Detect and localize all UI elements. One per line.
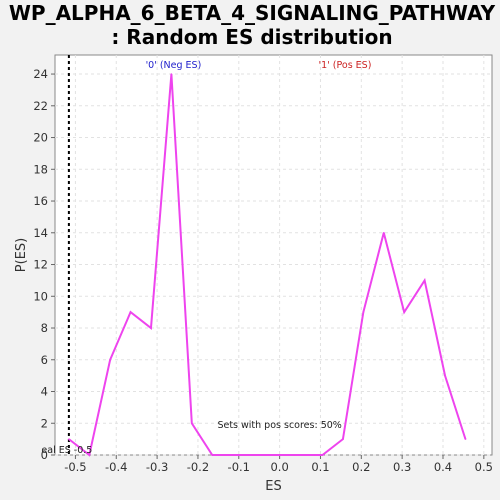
chart-title-line1: WP_ALPHA_6_BETA_4_SIGNALING_PATHWAY [9,1,496,25]
data-point [211,454,214,456]
y-tick-label: 20 [33,131,48,145]
y-tick-label: 6 [41,353,48,367]
y-tick-label: 10 [33,289,48,303]
neg-es-label: '0' (Neg ES) [146,60,202,71]
x-tick-label: -0.3 [146,460,168,474]
data-point [170,73,173,75]
data-point [129,311,132,313]
y-tick-label: 24 [33,67,48,81]
x-tick-label: 0.4 [434,460,452,474]
data-point [382,231,385,234]
data-point [150,327,152,329]
y-tick-label: 2 [41,416,48,430]
x-tick-label: 0.3 [393,460,411,474]
x-tick-label: -0.1 [228,460,250,474]
data-point [68,438,70,440]
x-tick-label: -0.4 [105,460,127,474]
data-point [423,279,426,282]
y-tick-label: 14 [33,226,48,240]
data-point [464,438,467,440]
data-point [231,454,234,456]
x-tick-label: 0.1 [311,460,329,474]
x-tick-label: -0.2 [187,460,209,474]
pos-scores-label: Sets with pos scores: 50% [217,420,341,431]
y-tick-label: 4 [41,385,48,399]
y-tick-label: 12 [33,258,48,272]
plot-area [54,54,493,456]
data-point [88,454,91,456]
pos-es-label: '1' (Pos ES) [319,60,372,71]
data-point [444,374,446,377]
x-tick-label: -0.5 [64,460,86,474]
x-tick-label: 0.5 [475,460,493,474]
data-point [272,454,275,456]
y-tick-label: 8 [41,321,48,335]
real-es-label: eal ES -0.5 [41,445,92,456]
y-axis-label: P(ES) [14,238,29,272]
grid [55,55,492,456]
y-tick-label: 18 [33,162,48,176]
x-axis-label: ES [265,479,281,494]
data-point [252,454,254,456]
data-point [362,311,365,313]
data-point [403,311,405,313]
x-tick-label: 0.2 [352,460,370,474]
data-point [191,422,193,425]
x-tick-label: 0.0 [270,460,288,474]
chart-title-line2: : Random ES distribution [111,25,392,49]
data-point [293,454,295,456]
data-point [342,438,344,440]
x-axis: -0.5 -0.4 -0.3 -0.2 -0.1 0.0 0.1 0.2 0.3 0.4 0.5 [64,455,493,474]
data-points [68,73,467,456]
data-point [321,454,324,456]
data-point [313,454,316,456]
y-tick-label: 0 [41,448,48,462]
y-tick-label: 16 [33,194,48,208]
y-tick-label: 22 [33,99,48,113]
data-point [109,358,111,361]
